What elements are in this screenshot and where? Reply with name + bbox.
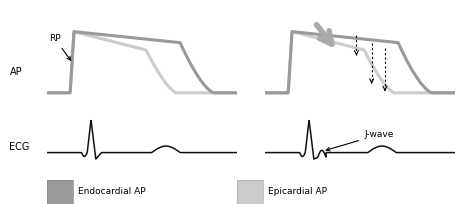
Text: ECG: ECG: [9, 142, 30, 152]
Text: J-wave: J-wave: [326, 130, 393, 151]
Text: Epicardial AP: Epicardial AP: [268, 187, 327, 196]
Text: RP: RP: [49, 34, 71, 60]
Text: Endocardial AP: Endocardial AP: [78, 187, 146, 196]
Text: AP: AP: [9, 67, 22, 77]
